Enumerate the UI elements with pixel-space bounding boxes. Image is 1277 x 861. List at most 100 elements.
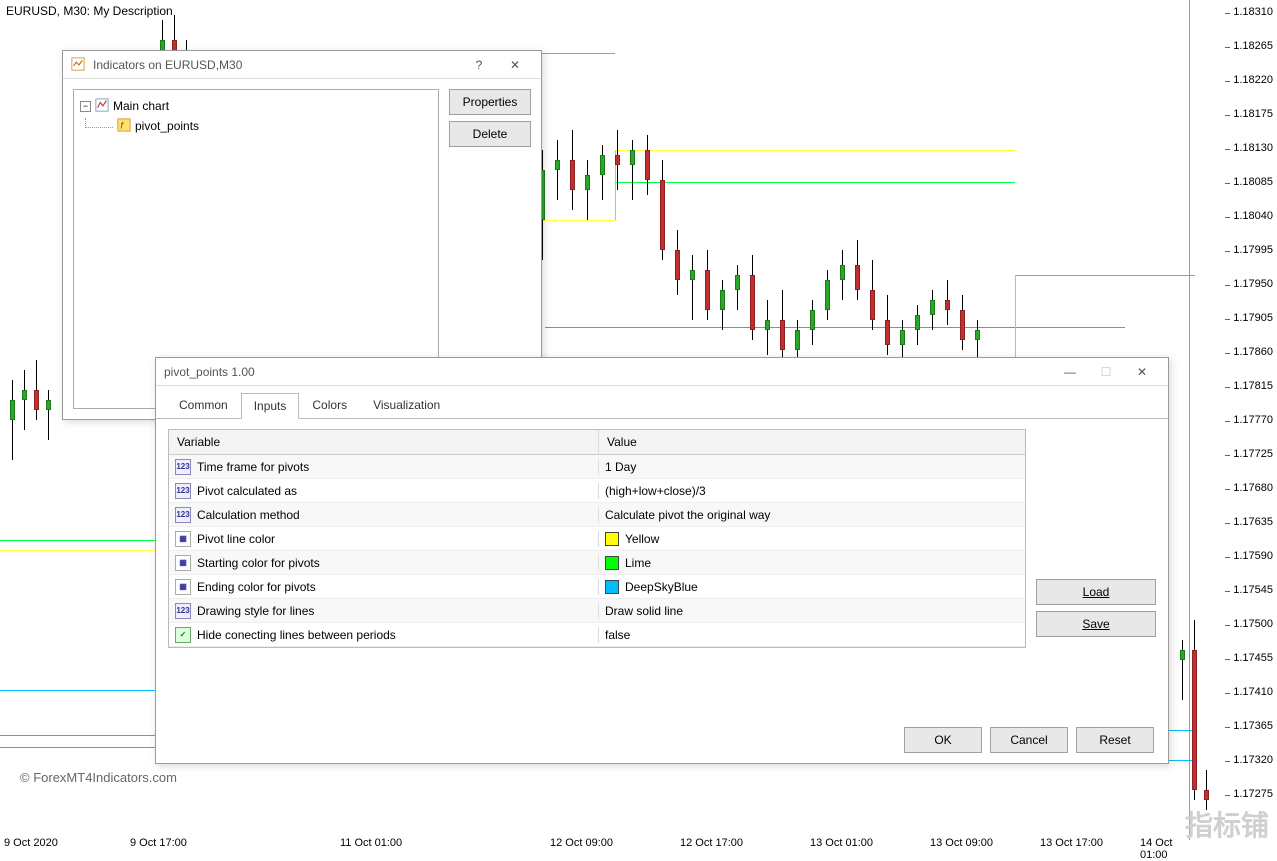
param-value[interactable]: Calculate pivot the original way	[605, 508, 770, 522]
delete-button[interactable]: Delete	[449, 121, 531, 147]
param-variable: Time frame for pivots	[197, 460, 309, 474]
chart-icon	[95, 98, 109, 115]
param-row[interactable]: ▦ Ending color for pivots DeepSkyBlue	[169, 575, 1025, 599]
param-variable: Drawing style for lines	[197, 604, 314, 618]
time-tick: 9 Oct 2020	[4, 837, 58, 849]
price-tick: 1.17320	[1233, 754, 1273, 766]
price-tick: 1.17950	[1233, 278, 1273, 290]
num-icon: 123	[175, 507, 191, 523]
param-variable: Starting color for pivots	[197, 556, 320, 570]
price-tick: 1.17455	[1233, 652, 1273, 664]
tab-colors[interactable]: Colors	[299, 392, 360, 418]
col-value: Value	[599, 430, 1025, 454]
color-swatch	[605, 556, 619, 570]
indicators-title: Indicators on EURUSD,M30	[93, 58, 461, 72]
maximize-button[interactable]: ☐	[1088, 360, 1124, 384]
param-value[interactable]: Lime	[625, 556, 651, 570]
time-tick: 12 Oct 09:00	[550, 837, 613, 849]
pivot-line	[615, 150, 1015, 151]
price-tick: 1.17590	[1233, 550, 1273, 562]
price-tick: 1.17680	[1233, 482, 1273, 494]
time-tick: 13 Oct 01:00	[810, 837, 873, 849]
tree-root-row[interactable]: − Main chart	[80, 96, 432, 116]
minimize-button[interactable]: —	[1052, 360, 1088, 384]
tabs-bar: CommonInputsColorsVisualization	[156, 386, 1168, 419]
indicators-titlebar[interactable]: Indicators on EURUSD,M30 ? ✕	[63, 51, 541, 79]
param-row[interactable]: ▦ Pivot line color Yellow	[169, 527, 1025, 551]
color-icon: ▦	[175, 531, 191, 547]
price-tick: 1.18310	[1233, 6, 1273, 18]
price-tick: 1.18085	[1233, 176, 1273, 188]
save-button[interactable]: Save	[1036, 611, 1156, 637]
price-axis: 1.183101.182651.182201.181751.181301.180…	[1190, 0, 1277, 840]
properties-button[interactable]: Properties	[449, 89, 531, 115]
num-icon: 123	[175, 459, 191, 475]
params-grid[interactable]: Variable Value 123Time frame for pivots1…	[168, 429, 1026, 648]
time-tick: 13 Oct 17:00	[1040, 837, 1103, 849]
params-titlebar[interactable]: pivot_points 1.00 — ☐ ✕	[156, 358, 1168, 386]
close-button[interactable]: ✕	[1124, 360, 1160, 384]
param-row[interactable]: 123 Time frame for pivots 1 Day	[169, 455, 1025, 479]
tab-visualization[interactable]: Visualization	[360, 392, 453, 418]
param-row[interactable]: ✓ Hide conecting lines between periods fal…	[169, 623, 1025, 647]
help-button[interactable]: ?	[461, 53, 497, 77]
price-tick: 1.17725	[1233, 448, 1273, 460]
price-tick: 1.17770	[1233, 414, 1273, 426]
param-variable: Pivot line color	[197, 532, 275, 546]
tree-indicator-row[interactable]: f pivot_points	[80, 116, 432, 136]
price-tick: 1.17815	[1233, 380, 1273, 392]
param-row[interactable]: 123 Calculation method Calculate pivot the…	[169, 503, 1025, 527]
num-icon: 123	[175, 483, 191, 499]
grid-header: Variable Value	[169, 430, 1025, 455]
price-tick: 1.18265	[1233, 40, 1273, 52]
time-tick: 13 Oct 09:00	[930, 837, 993, 849]
price-tick: 1.17365	[1233, 720, 1273, 732]
bool-icon: ✓	[175, 627, 191, 643]
load-button[interactable]: Load	[1036, 579, 1156, 605]
time-tick: 12 Oct 17:00	[680, 837, 743, 849]
cancel-button[interactable]: Cancel	[990, 727, 1068, 753]
price-tick: 1.17995	[1233, 244, 1273, 256]
param-value[interactable]: Yellow	[625, 532, 659, 546]
tab-common[interactable]: Common	[166, 392, 241, 418]
price-tick: 1.17275	[1233, 788, 1273, 800]
param-variable: Pivot calculated as	[197, 484, 297, 498]
close-button[interactable]: ✕	[497, 53, 533, 77]
price-tick: 1.17905	[1233, 312, 1273, 324]
param-variable: Calculation method	[197, 508, 300, 522]
indicator-icon: f	[117, 118, 131, 135]
chart-title: EURUSD, M30: My Description	[4, 3, 175, 19]
price-tick: 1.17860	[1233, 346, 1273, 358]
price-tick: 1.18175	[1233, 108, 1273, 120]
tree-collapse-icon[interactable]: −	[80, 101, 91, 112]
time-axis: 9 Oct 2020 9 Oct 17:00 11 Oct 01:00 12 Oct …	[0, 837, 1190, 853]
param-row[interactable]: 123 Pivot calculated as (high+low+close)/3	[169, 479, 1025, 503]
param-row[interactable]: 123Drawing style for linesDraw solid lin…	[169, 599, 1025, 623]
time-tick: 11 Oct 01:00	[340, 837, 402, 849]
price-tick: 1.17635	[1233, 516, 1273, 528]
param-value[interactable]: DeepSkyBlue	[625, 580, 698, 594]
param-variable: Hide conecting lines between periods	[197, 628, 396, 642]
color-swatch	[605, 532, 619, 546]
param-row[interactable]: ▦ Starting color for pivots Lime	[169, 551, 1025, 575]
params-title: pivot_points 1.00	[164, 365, 1052, 379]
color-icon: ▦	[175, 555, 191, 571]
reset-button[interactable]: Reset	[1076, 727, 1154, 753]
param-value[interactable]: false	[605, 628, 630, 642]
pivot-line	[545, 327, 1125, 328]
price-tick: 1.17500	[1233, 618, 1273, 630]
pivot-line	[1015, 275, 1195, 276]
param-value[interactable]: Draw solid line	[605, 604, 683, 618]
price-tick: 1.18040	[1233, 210, 1273, 222]
time-tick: 9 Oct 17:00	[130, 837, 187, 849]
param-variable: Ending color for pivots	[197, 580, 316, 594]
tab-inputs[interactable]: Inputs	[241, 393, 300, 419]
ok-button[interactable]: OK	[904, 727, 982, 753]
param-value[interactable]: 1 Day	[605, 460, 636, 474]
tree-root-label: Main chart	[113, 99, 169, 113]
color-icon: ▦	[175, 579, 191, 595]
watermark: 指标铺	[1185, 804, 1269, 844]
color-swatch	[605, 580, 619, 594]
param-value[interactable]: (high+low+close)/3	[605, 484, 706, 498]
price-tick: 1.18130	[1233, 142, 1273, 154]
